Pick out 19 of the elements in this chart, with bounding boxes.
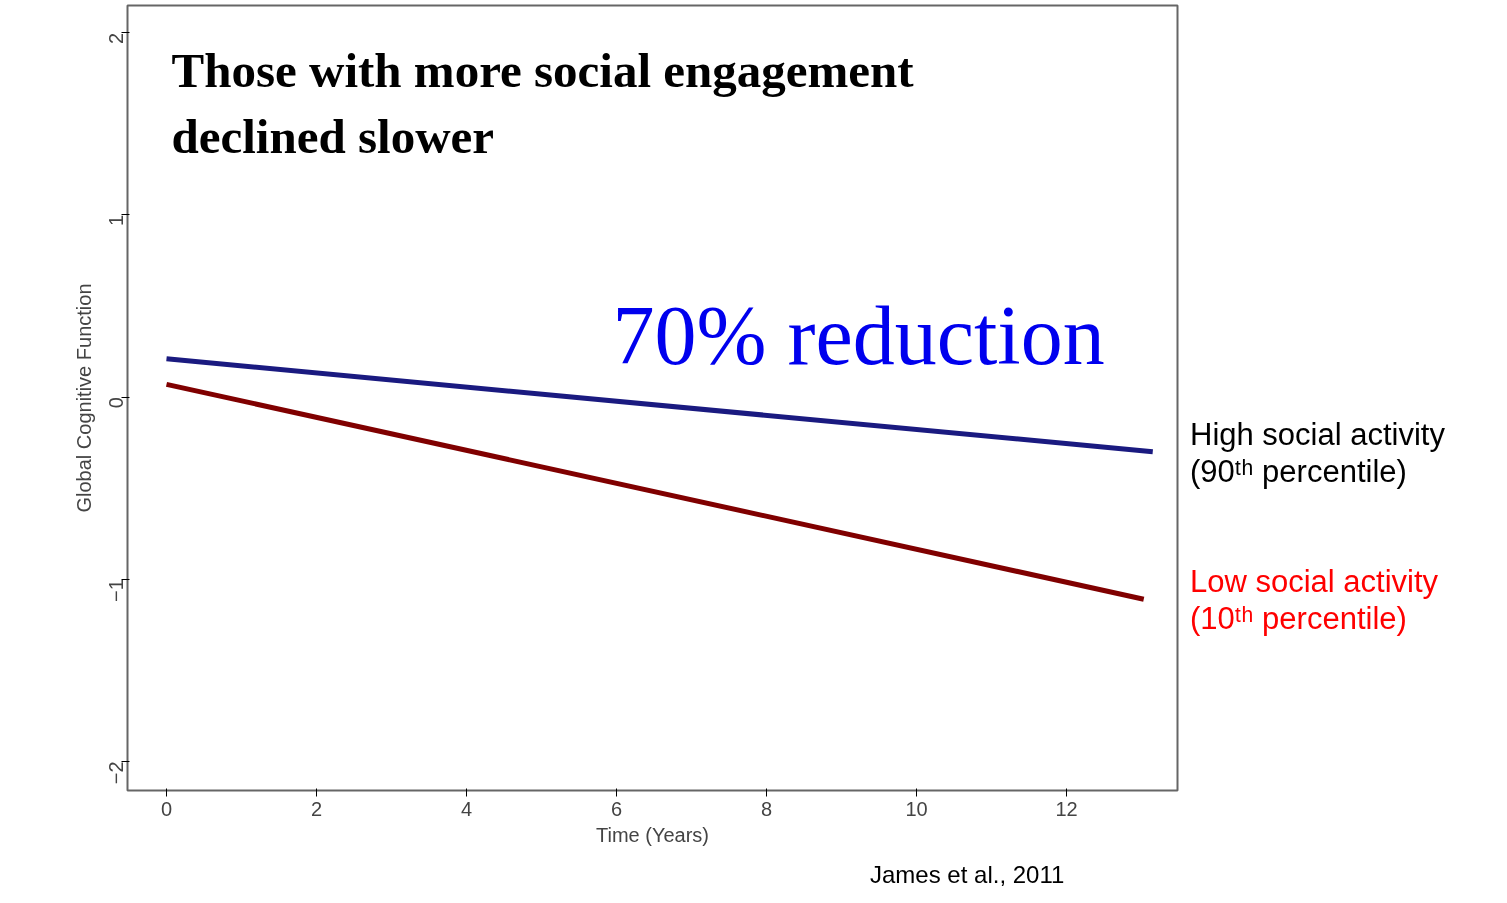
annotation: Those with more social engagement declined slower [171, 42, 915, 164]
y-tick-label: 0 [105, 397, 128, 409]
x-tick-label: 0 [160, 797, 173, 820]
annotation: 70% reduction [612, 289, 1105, 382]
y-tick-label: 1 [105, 214, 128, 227]
x-tick-label: 2 [310, 797, 323, 820]
y-axis-title: Global Cognitive Function [72, 283, 95, 513]
x-tick-label: 12 [1055, 797, 1078, 820]
series-label: Low social activity (10ᵗʰ percentile) [1190, 563, 1439, 638]
x-axis-title: Time (Years) [596, 823, 710, 846]
y-tick-label: −2 [105, 761, 128, 785]
series-label: High social activity (90ᵗʰ percentile) [1190, 416, 1445, 491]
x-tick-label: 8 [760, 797, 773, 820]
y-tick-label: 2 [105, 32, 128, 44]
x-tick-label: 6 [610, 797, 623, 820]
y-tick-label: −1 [105, 579, 128, 603]
x-tick-label: 4 [460, 797, 473, 820]
text: James et al., 2011 [870, 861, 1065, 889]
x-tick-label: 10 [905, 797, 928, 820]
